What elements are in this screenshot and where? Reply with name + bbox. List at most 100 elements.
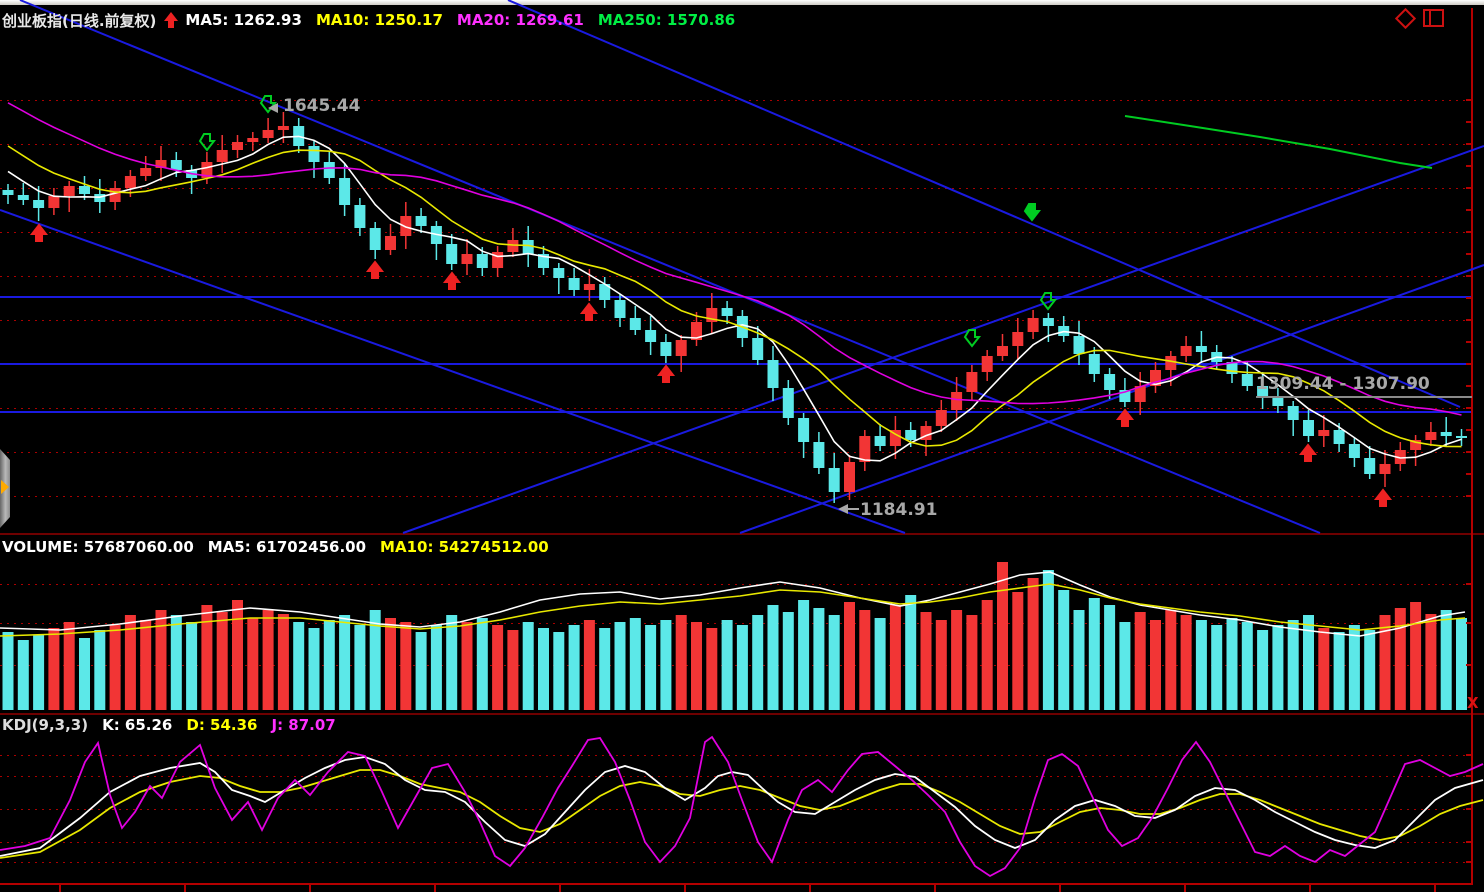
volume-bar	[675, 615, 687, 710]
candle-body	[1333, 430, 1345, 444]
volume-bar	[1303, 615, 1314, 710]
volume-bar	[782, 612, 794, 710]
volume-gridline	[0, 584, 1471, 585]
volume-bar	[476, 618, 488, 710]
volume-bar	[446, 615, 458, 710]
buy-signal-arrow-icon	[1115, 408, 1135, 427]
volume-bar	[538, 628, 549, 710]
candle-body	[1440, 432, 1452, 436]
volume-bar	[1394, 608, 1406, 710]
volume-ma5-line	[0, 571, 1466, 637]
trend-line	[739, 264, 1484, 534]
volume-bar	[614, 622, 626, 710]
candle-body	[981, 356, 993, 372]
candle-body	[140, 168, 152, 176]
horizontal-support-line	[0, 411, 1471, 413]
volume-bar	[1165, 610, 1177, 710]
candle-body	[1272, 396, 1284, 406]
volume-bar	[48, 628, 60, 710]
volume-bar	[492, 625, 504, 710]
volume-bar	[935, 620, 947, 710]
volume-bar	[721, 620, 733, 710]
volume-bar	[262, 610, 274, 710]
candle-body	[1119, 390, 1131, 402]
kdj-d-line	[0, 769, 1484, 859]
candle-body	[1303, 420, 1314, 436]
trend-line	[19, 0, 1321, 534]
volume-bar	[2, 632, 14, 710]
kdj-header: KDJ(9,3,3) K: 65.26 D: 54.36 J: 87.07	[2, 716, 336, 734]
candle-body	[109, 188, 121, 202]
volume-bar	[1073, 610, 1085, 710]
kdj-j-value: J: 87.07	[271, 716, 336, 734]
volume-bar	[798, 600, 810, 710]
volume-bar	[1027, 578, 1039, 710]
diamond-icon[interactable]	[1394, 7, 1417, 29]
ma10-value: MA10: 1250.17	[315, 11, 443, 29]
volume-bar	[247, 618, 259, 710]
volume-bar	[232, 600, 243, 710]
volume-separator	[0, 533, 1484, 535]
volume-bar	[813, 608, 825, 710]
volume-bar	[430, 625, 442, 710]
candle-body	[691, 322, 702, 340]
candle-body	[767, 360, 779, 388]
candle-body	[277, 126, 289, 130]
candle-body	[798, 418, 810, 442]
volume-bar	[599, 628, 611, 710]
candle-body	[568, 278, 580, 290]
volume-bar	[1425, 614, 1437, 710]
candle-body	[1318, 430, 1330, 436]
candle-body	[874, 436, 886, 446]
candle-body	[522, 240, 534, 254]
volume-bar	[385, 618, 396, 710]
candle-body	[1195, 346, 1207, 352]
main-gridline	[0, 408, 1471, 409]
volume-bar	[1211, 625, 1223, 710]
candle-body	[1425, 432, 1437, 440]
volume-bar	[1012, 592, 1024, 710]
ma5-value: MA5: 1262.93	[185, 11, 302, 29]
volume-bar	[568, 625, 580, 710]
candle-body	[721, 308, 733, 316]
ma250-value: MA250: 1570.86	[597, 11, 736, 29]
main-gridline	[0, 188, 1471, 189]
candle-body	[124, 176, 136, 188]
volume-bar	[951, 610, 963, 710]
volume-bar	[140, 620, 152, 710]
ma5-line	[7, 135, 1462, 462]
candle-body	[2, 190, 14, 195]
main-gridline	[0, 232, 1471, 233]
window-toolbar	[1394, 7, 1444, 29]
kdj-gridline	[0, 809, 1471, 810]
volume-bar	[354, 625, 366, 710]
volume-bar	[1318, 628, 1330, 710]
candle-body	[369, 228, 381, 250]
candle-body	[553, 268, 565, 278]
candle-body	[859, 436, 871, 462]
volume-bar	[293, 622, 305, 710]
candle-body	[1410, 440, 1422, 450]
volume-bar	[828, 615, 840, 710]
candle-body	[1150, 370, 1161, 386]
volume-bar	[1104, 605, 1116, 710]
split-window-icon[interactable]	[1423, 9, 1444, 27]
candle-body	[583, 284, 595, 290]
volume-bar	[966, 615, 978, 710]
volume-bar	[1348, 625, 1360, 710]
volume-bar	[1042, 570, 1054, 710]
candle-body	[813, 442, 825, 468]
candle-body	[1287, 406, 1299, 420]
candle-body	[920, 426, 932, 440]
candle-body	[247, 138, 259, 142]
volume-bar	[339, 615, 351, 710]
sidebar-expand-handle[interactable]	[0, 449, 10, 528]
candle-body	[782, 388, 794, 418]
candle-body	[889, 430, 901, 446]
candle-body	[1088, 354, 1100, 374]
price-axis	[1471, 8, 1473, 885]
kdj-close-button[interactable]: X	[1467, 694, 1479, 712]
volume-bar	[1272, 625, 1284, 710]
peak-pointer-icon	[268, 103, 278, 113]
